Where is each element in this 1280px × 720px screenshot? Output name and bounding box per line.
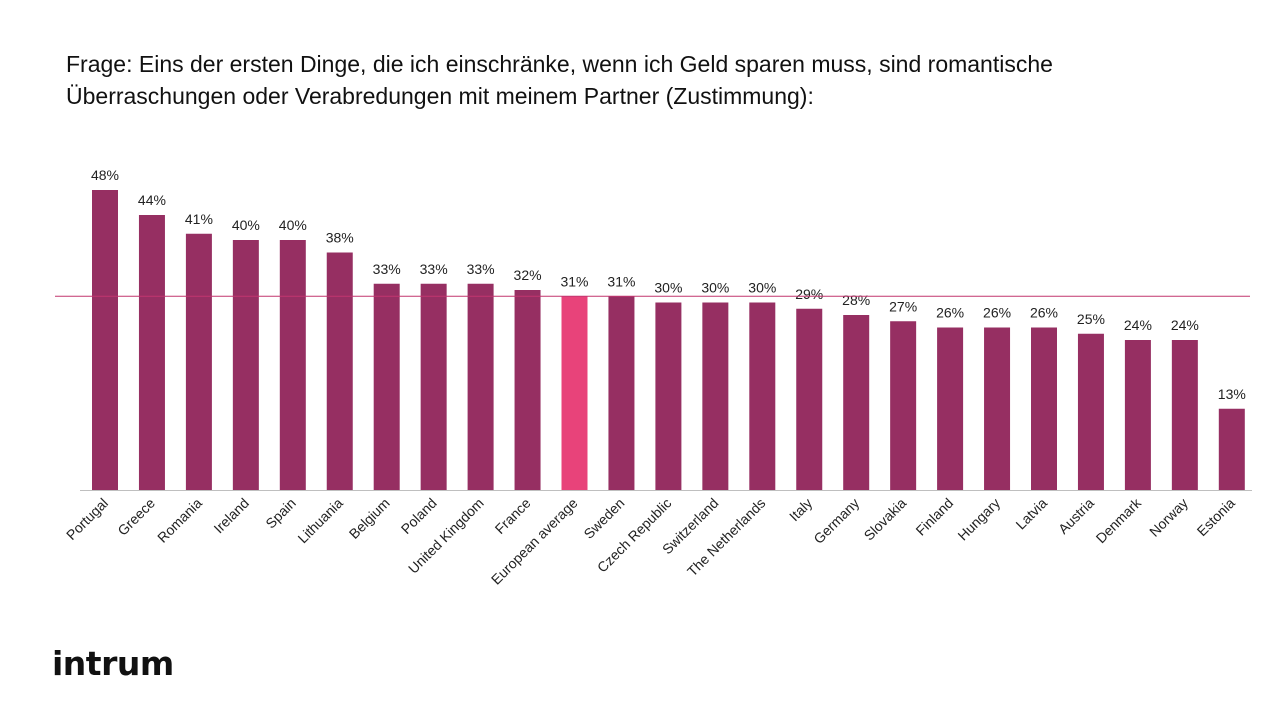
bar-switzerland — [702, 302, 729, 490]
x-tick-label: Finland — [912, 495, 956, 539]
x-tick-label: Ireland — [210, 495, 252, 537]
data-label: 31% — [607, 273, 635, 289]
bar-united-kingdom — [467, 283, 494, 490]
data-label: 33% — [373, 261, 401, 277]
bar-poland — [420, 283, 447, 490]
chart-title-line-1: Frage: Eins der ersten Dinge, die ich ei… — [66, 51, 1053, 77]
data-label: 44% — [138, 192, 166, 208]
bar-spain — [279, 240, 306, 490]
x-tick-label: Portugal — [63, 495, 111, 543]
x-tick-label: Austria — [1055, 495, 1097, 537]
data-label: 26% — [1030, 305, 1058, 321]
data-label: 41% — [185, 211, 213, 227]
bar-hungary — [984, 327, 1011, 490]
bar-latvia — [1031, 327, 1057, 490]
bar-lithuania — [326, 252, 353, 490]
data-label: 40% — [279, 217, 307, 233]
data-label: 28% — [842, 292, 870, 308]
data-label: 26% — [936, 305, 964, 321]
bar-portugal — [92, 190, 118, 490]
bar-denmark — [1124, 340, 1151, 490]
x-tick-label: Germany — [810, 495, 862, 547]
bar-belgium — [373, 283, 400, 490]
data-label: 30% — [654, 280, 682, 296]
intrum-logo: intrum — [52, 644, 174, 683]
x-tick-label: Slovakia — [861, 495, 910, 544]
data-label: 27% — [889, 298, 917, 314]
bar-slovakia — [890, 321, 917, 490]
data-label: 48% — [91, 167, 119, 183]
x-tick-label: Spain — [262, 495, 299, 532]
x-tick-label: Italy — [786, 495, 815, 524]
data-label: 13% — [1218, 386, 1246, 402]
data-label: 24% — [1124, 317, 1152, 333]
data-label: 38% — [326, 230, 354, 246]
data-label: 29% — [795, 286, 823, 302]
bar-italy — [796, 308, 823, 490]
chart-title-line-2: Überraschungen oder Verabredungen mit me… — [66, 83, 814, 109]
bar-austria — [1077, 333, 1104, 490]
bar-germany — [843, 315, 870, 490]
x-tick-label: Poland — [398, 495, 440, 537]
data-label: 40% — [232, 217, 260, 233]
x-tick-label: Estonia — [1194, 495, 1238, 539]
data-label: 31% — [560, 273, 588, 289]
bar-european-average — [561, 296, 588, 490]
data-label: 26% — [983, 305, 1011, 321]
x-tick-label: France — [492, 495, 534, 537]
data-label: 33% — [420, 261, 448, 277]
x-tick-label: Hungary — [954, 495, 1003, 544]
data-label: 30% — [701, 280, 729, 296]
x-tick-label: Greece — [114, 495, 158, 539]
x-tick-label: Latvia — [1012, 495, 1050, 533]
bar-czech-republic — [655, 302, 682, 490]
x-tick-label: Sweden — [580, 495, 627, 542]
data-label: 24% — [1171, 317, 1199, 333]
bar-france — [514, 290, 541, 490]
chart-title: Frage: Eins der ersten Dinge, die ich ei… — [66, 48, 1246, 112]
x-tick-label: Norway — [1146, 495, 1191, 540]
bar-finland — [937, 327, 964, 490]
bar-greece — [138, 215, 165, 490]
bar-ireland — [232, 240, 259, 490]
data-label: 32% — [514, 267, 542, 283]
bar-estonia — [1218, 408, 1245, 490]
x-tick-label: Denmark — [1093, 494, 1145, 546]
data-label: 25% — [1077, 311, 1105, 327]
x-tick-label: Romania — [154, 495, 205, 546]
bar-the-netherlands — [749, 302, 776, 490]
data-label: 33% — [467, 261, 495, 277]
x-tick-label: Belgium — [346, 495, 393, 542]
data-label: 30% — [748, 280, 776, 296]
bar-sweden — [608, 296, 635, 490]
x-tick-label: Lithuania — [294, 495, 346, 547]
bar-romania — [185, 233, 212, 490]
bar-norway — [1171, 340, 1198, 490]
x-tick-label: European average — [488, 495, 581, 588]
